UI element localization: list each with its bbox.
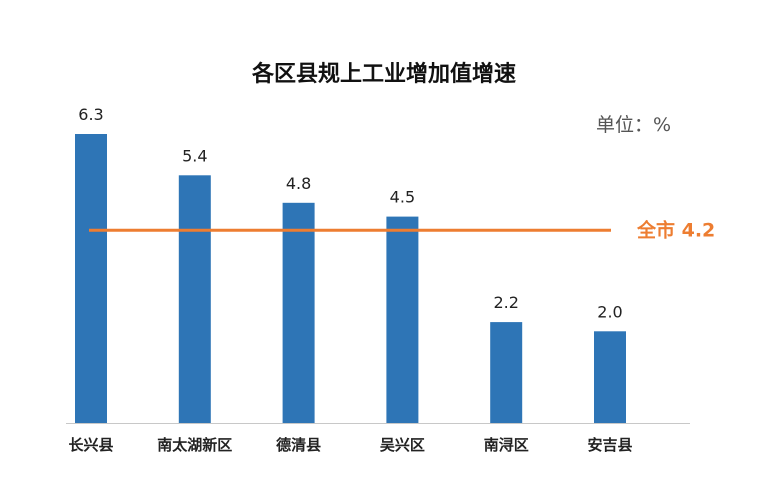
- category-label: 吴兴区: [380, 436, 425, 454]
- category-label: 安吉县: [587, 436, 632, 454]
- bar-2: [178, 175, 211, 423]
- category-label: 南浔区: [484, 436, 529, 454]
- category-label: 德清县: [276, 436, 321, 454]
- bar-6: [594, 331, 626, 423]
- category-label: 长兴县: [68, 436, 113, 454]
- bars-layer: [75, 134, 626, 423]
- bar-value-label: 5.4: [182, 146, 207, 165]
- bar-value-label: 4.5: [390, 188, 415, 207]
- bar-value-label: 2.2: [493, 293, 518, 312]
- bar-3: [282, 202, 315, 423]
- bar-4: [386, 216, 419, 423]
- bar-value-label: 6.3: [78, 105, 103, 124]
- bar-value-label: 4.8: [286, 174, 311, 193]
- unit-label: 单位：%: [596, 114, 671, 136]
- bar-1: [75, 134, 107, 423]
- bar-5: [490, 322, 523, 423]
- reference-line-label: 全市 4.2: [636, 218, 715, 241]
- value-labels-layer: 6.3 5.4 4.8 4.5 2.2 2.0: [78, 105, 622, 321]
- category-labels-layer: 长兴县 南太湖新区 德清县 吴兴区 南浔区 安吉县: [68, 436, 632, 454]
- bar-value-label: 2.0: [597, 302, 622, 321]
- chart-title: 各区县规上工业增加值增速: [251, 61, 516, 87]
- category-label: 南太湖新区: [157, 436, 232, 454]
